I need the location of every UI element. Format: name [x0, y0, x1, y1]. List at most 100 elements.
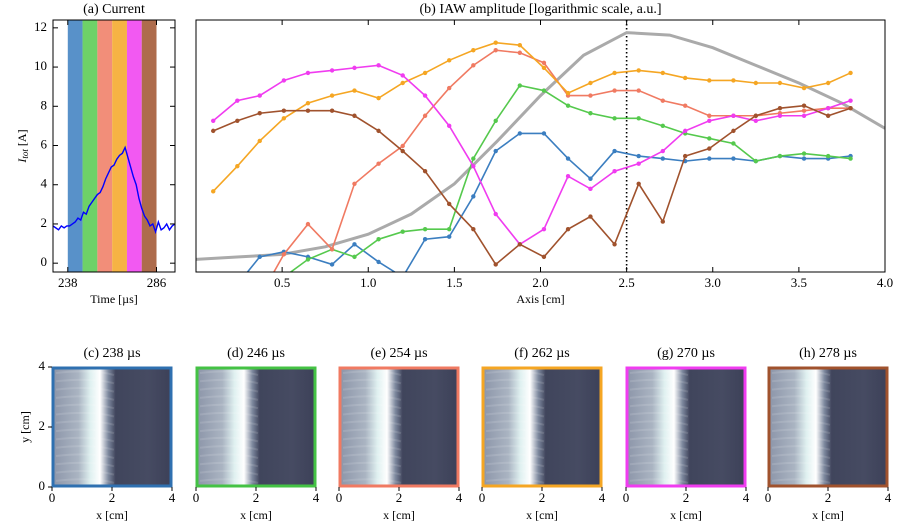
data-point: [777, 106, 783, 111]
data-point: [352, 65, 357, 71]
image-streak: [629, 403, 689, 410]
data-point: [376, 63, 381, 68]
image-streak: [199, 461, 259, 468]
data-point: [848, 98, 853, 103]
image-streak: [55, 370, 115, 376]
data-point: [211, 189, 216, 194]
data-point: [447, 123, 452, 129]
data-point: [707, 136, 712, 141]
image-streak: [199, 478, 259, 484]
image-streak: [342, 395, 402, 401]
image-streak: [342, 461, 402, 468]
data-point: [211, 128, 216, 134]
x-tick-label: 2: [109, 490, 116, 505]
data-point: [682, 128, 688, 134]
data-point: [352, 113, 357, 118]
data-point: [777, 153, 783, 159]
image-streak: [485, 420, 545, 426]
chart-title: (b) IAW amplitude [logarithmic scale, a.…: [420, 2, 662, 17]
x-tick-label: 4: [169, 490, 176, 505]
image-streak: [55, 436, 115, 443]
data-point: [400, 143, 405, 149]
y-axis-label: Itot [A]: [15, 129, 30, 163]
data-point: [541, 226, 547, 232]
image-streak: [55, 428, 115, 435]
x-tick-label: 4.0: [877, 275, 893, 290]
data-point: [541, 131, 547, 136]
x-tick-label: 0: [765, 490, 772, 505]
data-point: [612, 242, 617, 247]
image-streak: [55, 445, 115, 451]
data-point: [329, 68, 335, 73]
data-point: [305, 257, 311, 262]
x-tick-label: 2: [539, 490, 546, 505]
data-point: [660, 156, 665, 161]
data-point: [211, 118, 216, 124]
image-streak: [342, 378, 402, 385]
x-tick-label: 2.0: [532, 275, 548, 290]
data-point: [636, 68, 641, 73]
image-streak: [771, 428, 831, 435]
time-band: [126, 20, 142, 272]
data-point: [493, 40, 498, 45]
x-tick-label: 4: [313, 490, 320, 505]
data-point: [660, 219, 665, 224]
data-point: [825, 80, 831, 86]
x-tick-label: 0: [193, 490, 200, 505]
data-point: [376, 161, 381, 166]
x-tick-label: 1.0: [360, 275, 376, 290]
data-point: [422, 70, 428, 76]
time-band: [67, 20, 83, 272]
series-line: [212, 104, 851, 266]
image-streak: [629, 370, 689, 376]
series-line: [246, 132, 851, 272]
image-streak: [771, 403, 831, 410]
x-tick-label: 0: [336, 490, 343, 505]
data-point: [541, 65, 547, 71]
x-axis-label: x [cm]: [383, 508, 415, 522]
image-title: (e) 254 µs: [370, 346, 427, 361]
series-line: [212, 64, 851, 246]
data-point: [257, 93, 262, 98]
image-streak: [342, 370, 402, 376]
image-streak: [485, 470, 545, 476]
image-streak: [342, 445, 402, 451]
image-streak: [55, 411, 115, 418]
data-point: [329, 247, 335, 252]
data-point: [660, 98, 665, 103]
data-point: [258, 290, 262, 294]
x-tick-label: 2: [683, 490, 690, 505]
image-streak: [485, 411, 545, 418]
time-band: [97, 20, 113, 272]
x-tick-label: 2.5: [619, 275, 635, 290]
data-point: [565, 156, 571, 161]
data-point: [731, 78, 736, 83]
data-point: [281, 108, 287, 113]
data-point: [588, 93, 593, 98]
data-point: [471, 226, 476, 232]
data-point: [660, 123, 665, 129]
x-tick-label: 286: [147, 275, 167, 290]
data-point: [352, 242, 357, 247]
y-axis-label: y [cm]: [18, 411, 32, 443]
image-streak: [629, 461, 689, 468]
image-streak: [55, 478, 115, 484]
y-tick-label: 2: [39, 418, 46, 433]
image-frame: [481, 366, 603, 488]
x-tick-label: 0: [479, 490, 486, 505]
data-point: [588, 80, 593, 86]
data-point: [801, 108, 807, 113]
data-point: [612, 148, 617, 154]
time-band: [141, 20, 157, 272]
image-streak: [629, 470, 689, 476]
image-streak: [55, 378, 115, 385]
x-axis-label: Axis [cm]: [516, 292, 564, 306]
image-frame: [338, 366, 460, 488]
data-point: [400, 80, 405, 86]
data-point: [801, 156, 807, 161]
data-point: [493, 48, 498, 53]
data-point: [493, 118, 498, 124]
data-point: [447, 201, 452, 207]
image-streak: [342, 478, 402, 484]
